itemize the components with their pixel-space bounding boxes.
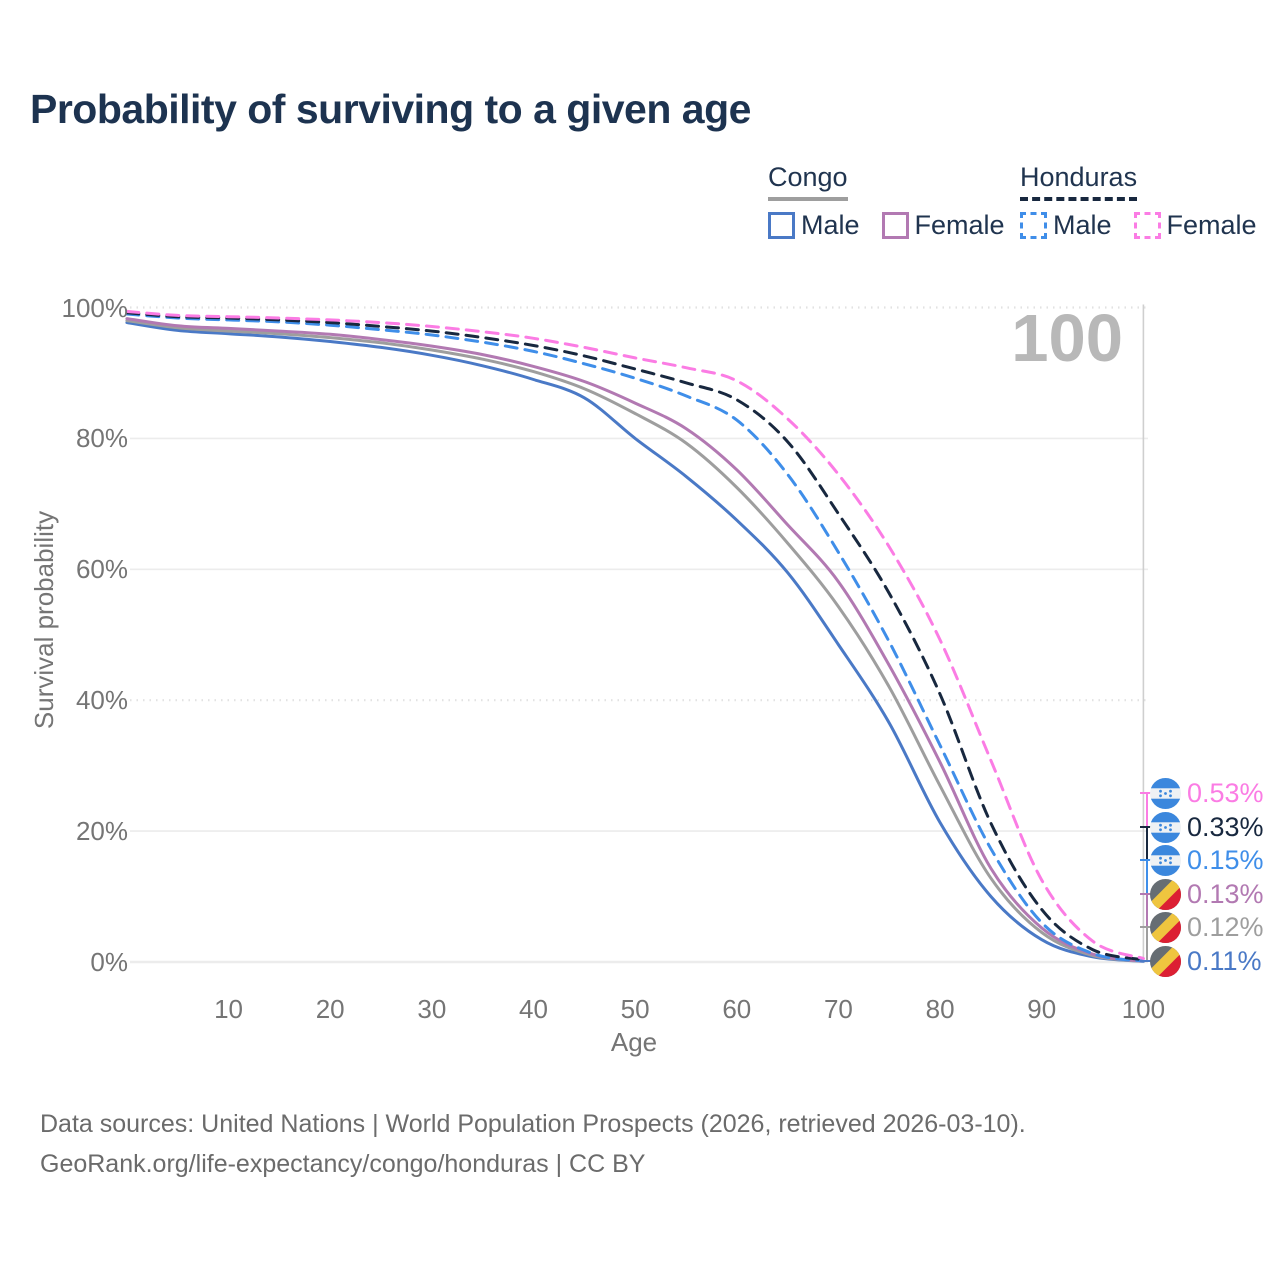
x-axis-tick-label: 60 (722, 994, 752, 1024)
x-axis-tick-label: 100 (1121, 994, 1166, 1024)
honduras-flag-icon (1150, 777, 1181, 809)
y-axis-tick-label: 40% (75, 685, 128, 716)
congo-flag-icon (1150, 945, 1181, 977)
legend-item-congo-male[interactable]: Male (768, 210, 860, 241)
congo-flag-icon (1150, 878, 1181, 910)
legend-item-label: Female (914, 210, 1005, 240)
series-line-honduras-female (125, 309, 1145, 960)
legend-item-label: Male (1053, 210, 1112, 240)
congo-flag-icon (1150, 911, 1181, 943)
x-axis-tick-label: 80 (925, 994, 955, 1024)
legend-group-honduras: Honduras Male Female (1020, 162, 1279, 241)
congo-male-swatch-icon (768, 212, 795, 239)
legend-item-honduras-female[interactable]: Female (1133, 210, 1257, 241)
legend-item-label: Female (1166, 210, 1257, 240)
legend-item-honduras-male[interactable]: Male (1020, 210, 1112, 241)
series-line-honduras-all (125, 311, 1145, 962)
series-line-congo-male (125, 321, 1145, 963)
congo-flag-icon (1150, 911, 1181, 943)
x-axis-tick-label: 90 (1027, 994, 1057, 1024)
legend-group-congo: Congo Male Female (768, 162, 1027, 241)
series-end-value-label: 0.13% (1187, 879, 1264, 909)
x-axis-tick-label: 50 (620, 994, 650, 1024)
x-axis-tick-label: 20 (315, 994, 345, 1024)
congo-flag-icon (1150, 878, 1181, 910)
honduras-flag-icon (1150, 811, 1181, 843)
series-end-value-label: 0.33% (1187, 812, 1264, 842)
series-end-value-label: 0.53% (1187, 778, 1264, 808)
y-axis-tick-label: 20% (75, 816, 128, 847)
footer-sources-line: Data sources: United Nations | World Pop… (40, 1110, 1026, 1138)
series-line-congo-female (125, 317, 1145, 963)
x-axis-tick-label: 30 (417, 994, 447, 1024)
series-line-honduras-male (125, 312, 1145, 963)
honduras-flag-icon (1150, 777, 1181, 809)
series-end-value-label: 0.15% (1187, 845, 1264, 875)
congo-flag-icon (1150, 945, 1181, 977)
y-axis-tick-label: 60% (75, 554, 128, 585)
honduras-flag-icon (1150, 811, 1181, 843)
hovered-age-label: 100 (823, 300, 1123, 377)
honduras-female-swatch-icon (1133, 212, 1161, 239)
series-line-congo-all (125, 319, 1145, 963)
y-axis-tick-label: 0% (90, 947, 128, 977)
legend-header-honduras: Honduras (1020, 162, 1138, 201)
x-axis-tick-label: 10 (214, 994, 243, 1024)
chart-title: Probability of surviving to a given age (30, 86, 751, 132)
congo-female-swatch-icon (881, 212, 909, 239)
honduras-flag-icon (1150, 844, 1181, 876)
series-end-value-label: 0.11% (1187, 946, 1262, 976)
legend-item-label: Male (801, 210, 860, 240)
legend-header-congo: Congo (768, 162, 848, 201)
footer: Data sources: United Nations | World Pop… (40, 1104, 1026, 1184)
plot-area[interactable] (130, 308, 1148, 963)
x-axis-tick-label: 70 (823, 994, 853, 1024)
x-axis-title: Age (610, 1027, 658, 1057)
series-end-value-label: 0.12% (1187, 912, 1264, 942)
y-axis-title: Survival probability (29, 510, 59, 730)
x-axis-tick-label: 40 (519, 994, 548, 1024)
footer-url-line: GeoRank.org/life-expectancy/congo/hondur… (40, 1150, 646, 1178)
honduras-male-swatch-icon (1020, 212, 1047, 239)
y-axis-tick-label: 100% (61, 292, 129, 323)
legend-item-congo-female[interactable]: Female (881, 210, 1005, 241)
y-axis-tick-label: 80% (75, 423, 128, 454)
honduras-flag-icon (1150, 844, 1181, 876)
